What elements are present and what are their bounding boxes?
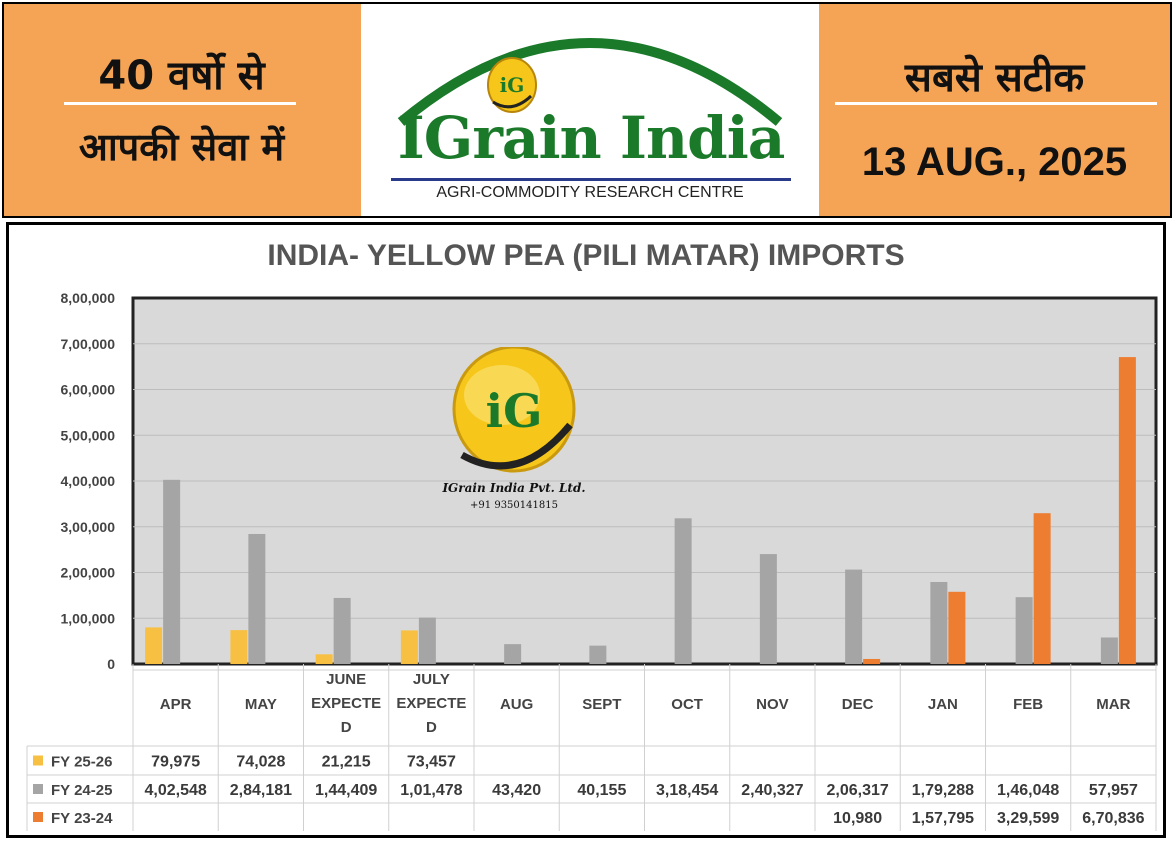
logo-underline	[391, 178, 791, 181]
y-tick-label: 8,00,000	[61, 290, 116, 306]
data-label: 6,70,836	[1082, 810, 1144, 827]
legend-key-fy23-24	[33, 812, 43, 822]
watermark-logo-icon: iG	[452, 345, 576, 473]
bar-fy24-25	[930, 581, 948, 664]
x-tick-label: EXPECTE	[396, 695, 466, 712]
bar-fy25-26	[230, 630, 248, 664]
x-tick-label: MAY	[245, 696, 277, 713]
bar-fy24-25	[418, 617, 436, 664]
bar-fy24-25	[248, 533, 266, 664]
data-label: 79,975	[151, 754, 200, 771]
bar-fy24-25	[504, 644, 522, 664]
legend-label: FY 25-26	[51, 754, 112, 771]
y-tick-label: 6,00,000	[61, 382, 116, 398]
bar-fy25-26	[145, 627, 163, 664]
bar-fy24-25	[1015, 597, 1033, 664]
x-tick-label: APR	[160, 696, 192, 713]
data-label: 2,84,181	[230, 782, 292, 799]
data-label: 2,40,327	[741, 782, 803, 799]
data-label: 1,57,795	[912, 810, 974, 827]
bar-fy23-24	[1118, 357, 1136, 664]
logo-arc-icon	[397, 38, 783, 126]
x-tick-label: MAR	[1096, 696, 1130, 713]
y-tick-label: 3,00,000	[61, 519, 116, 535]
data-label: 1,44,409	[315, 782, 377, 799]
bar-fy24-25	[845, 569, 863, 664]
x-tick-label: FEB	[1013, 696, 1043, 713]
logo-name: IGrain India	[397, 104, 786, 172]
bar-fy24-25	[163, 479, 181, 664]
x-tick-label: NOV	[756, 696, 789, 713]
data-label: 73,457	[407, 754, 456, 771]
data-label: 1,79,288	[912, 782, 974, 799]
x-tick-label: AUG	[500, 696, 533, 713]
data-label: 21,215	[322, 754, 371, 771]
legend-label: FY 24-25	[51, 782, 112, 799]
chart-panel: 0 1,00,000 2,00,000 3,00,000 4,00,000 5,00,00…	[6, 222, 1166, 838]
bar-fy24-25	[589, 645, 607, 664]
bar-fy23-24	[1033, 513, 1051, 664]
bar-fy24-25	[759, 554, 777, 664]
bar-fy25-26	[400, 630, 418, 664]
chart-title: INDIA- YELLOW PEA (PILI MATAR) IMPORTS	[267, 239, 905, 272]
logo-tagline: AGRI-COMMODITY RESEARCH CENTRE	[436, 184, 744, 201]
x-tick-label: JULY	[413, 671, 450, 688]
data-label: 57,957	[1089, 782, 1138, 799]
data-label: 40,155	[577, 782, 626, 799]
logo-panel: iG IGrain India AGRI-COMMODITY RESEARCH …	[361, 4, 819, 216]
y-tick-label: 2,00,000	[61, 565, 116, 581]
y-tick-label: 4,00,000	[61, 473, 116, 489]
data-label: 4,02,548	[144, 782, 206, 799]
x-tick-label: D	[426, 719, 437, 736]
header-left-line1: 40 वर्षो से	[98, 53, 265, 99]
watermark-company: IGrain India Pvt. Ltd.	[442, 481, 586, 495]
header-banner: 40 वर्षो से आपकी सेवा में iG IGrain Indi…	[2, 2, 1172, 218]
legend-key-fy25-26	[33, 755, 43, 766]
data-label: 3,18,454	[656, 782, 718, 799]
y-tick-label: 5,00,000	[61, 427, 116, 443]
y-tick-label: 0	[107, 656, 115, 672]
legend-label: FY 23-24	[51, 810, 113, 827]
x-tick-label: D	[341, 719, 352, 736]
chart-svg: 0 1,00,000 2,00,000 3,00,000 4,00,000 5,00,00…	[26, 290, 1158, 831]
y-tick-label: 1,00,000	[61, 610, 116, 626]
x-tick-label: JUNE	[326, 671, 366, 688]
logo-badge-text: iG	[500, 73, 525, 97]
report-date: 13 AUG., 2025	[861, 140, 1128, 184]
x-tick-label: OCT	[671, 696, 703, 713]
data-label: 3,29,599	[997, 810, 1059, 827]
data-label: 2,06,317	[826, 782, 888, 799]
data-label: 1,01,478	[400, 782, 462, 799]
logo-badge-icon: iG	[487, 57, 537, 113]
header-right-divider	[835, 102, 1157, 105]
x-tick-label: JAN	[928, 696, 958, 713]
x-tick-label: EXPECTE	[311, 695, 381, 712]
header-left-divider	[64, 102, 296, 105]
header-right-panel: सबसे सटीक 13 AUG., 2025	[819, 4, 1170, 216]
legend-key-fy24-25	[33, 784, 43, 794]
header-right-line1: सबसे सटीक	[904, 55, 1085, 101]
data-label: 10,980	[833, 810, 882, 827]
header-left-panel: 40 वर्षो से आपकी सेवा में	[4, 4, 359, 216]
y-tick-label: 7,00,000	[61, 336, 116, 352]
watermark-phone: +91 9350141815	[470, 500, 558, 511]
x-tick-label: DEC	[842, 696, 874, 713]
data-label: 43,420	[492, 782, 541, 799]
bar-fy24-25	[1100, 637, 1118, 664]
bar-fy25-26	[315, 654, 333, 664]
data-label: 1,46,048	[997, 782, 1059, 799]
x-tick-label: SEPT	[582, 696, 621, 713]
data-label: 74,028	[236, 754, 285, 771]
watermark-badge-text: iG	[486, 384, 543, 438]
bar-fy23-24	[863, 658, 881, 664]
bar-fy23-24	[948, 591, 966, 664]
watermark: iG IGrain India Pvt. Ltd. +91 9350141815	[424, 345, 604, 511]
header-left-line2: आपकी सेवा में	[78, 125, 285, 169]
bar-fy24-25	[333, 597, 351, 664]
bar-fy24-25	[674, 518, 692, 664]
